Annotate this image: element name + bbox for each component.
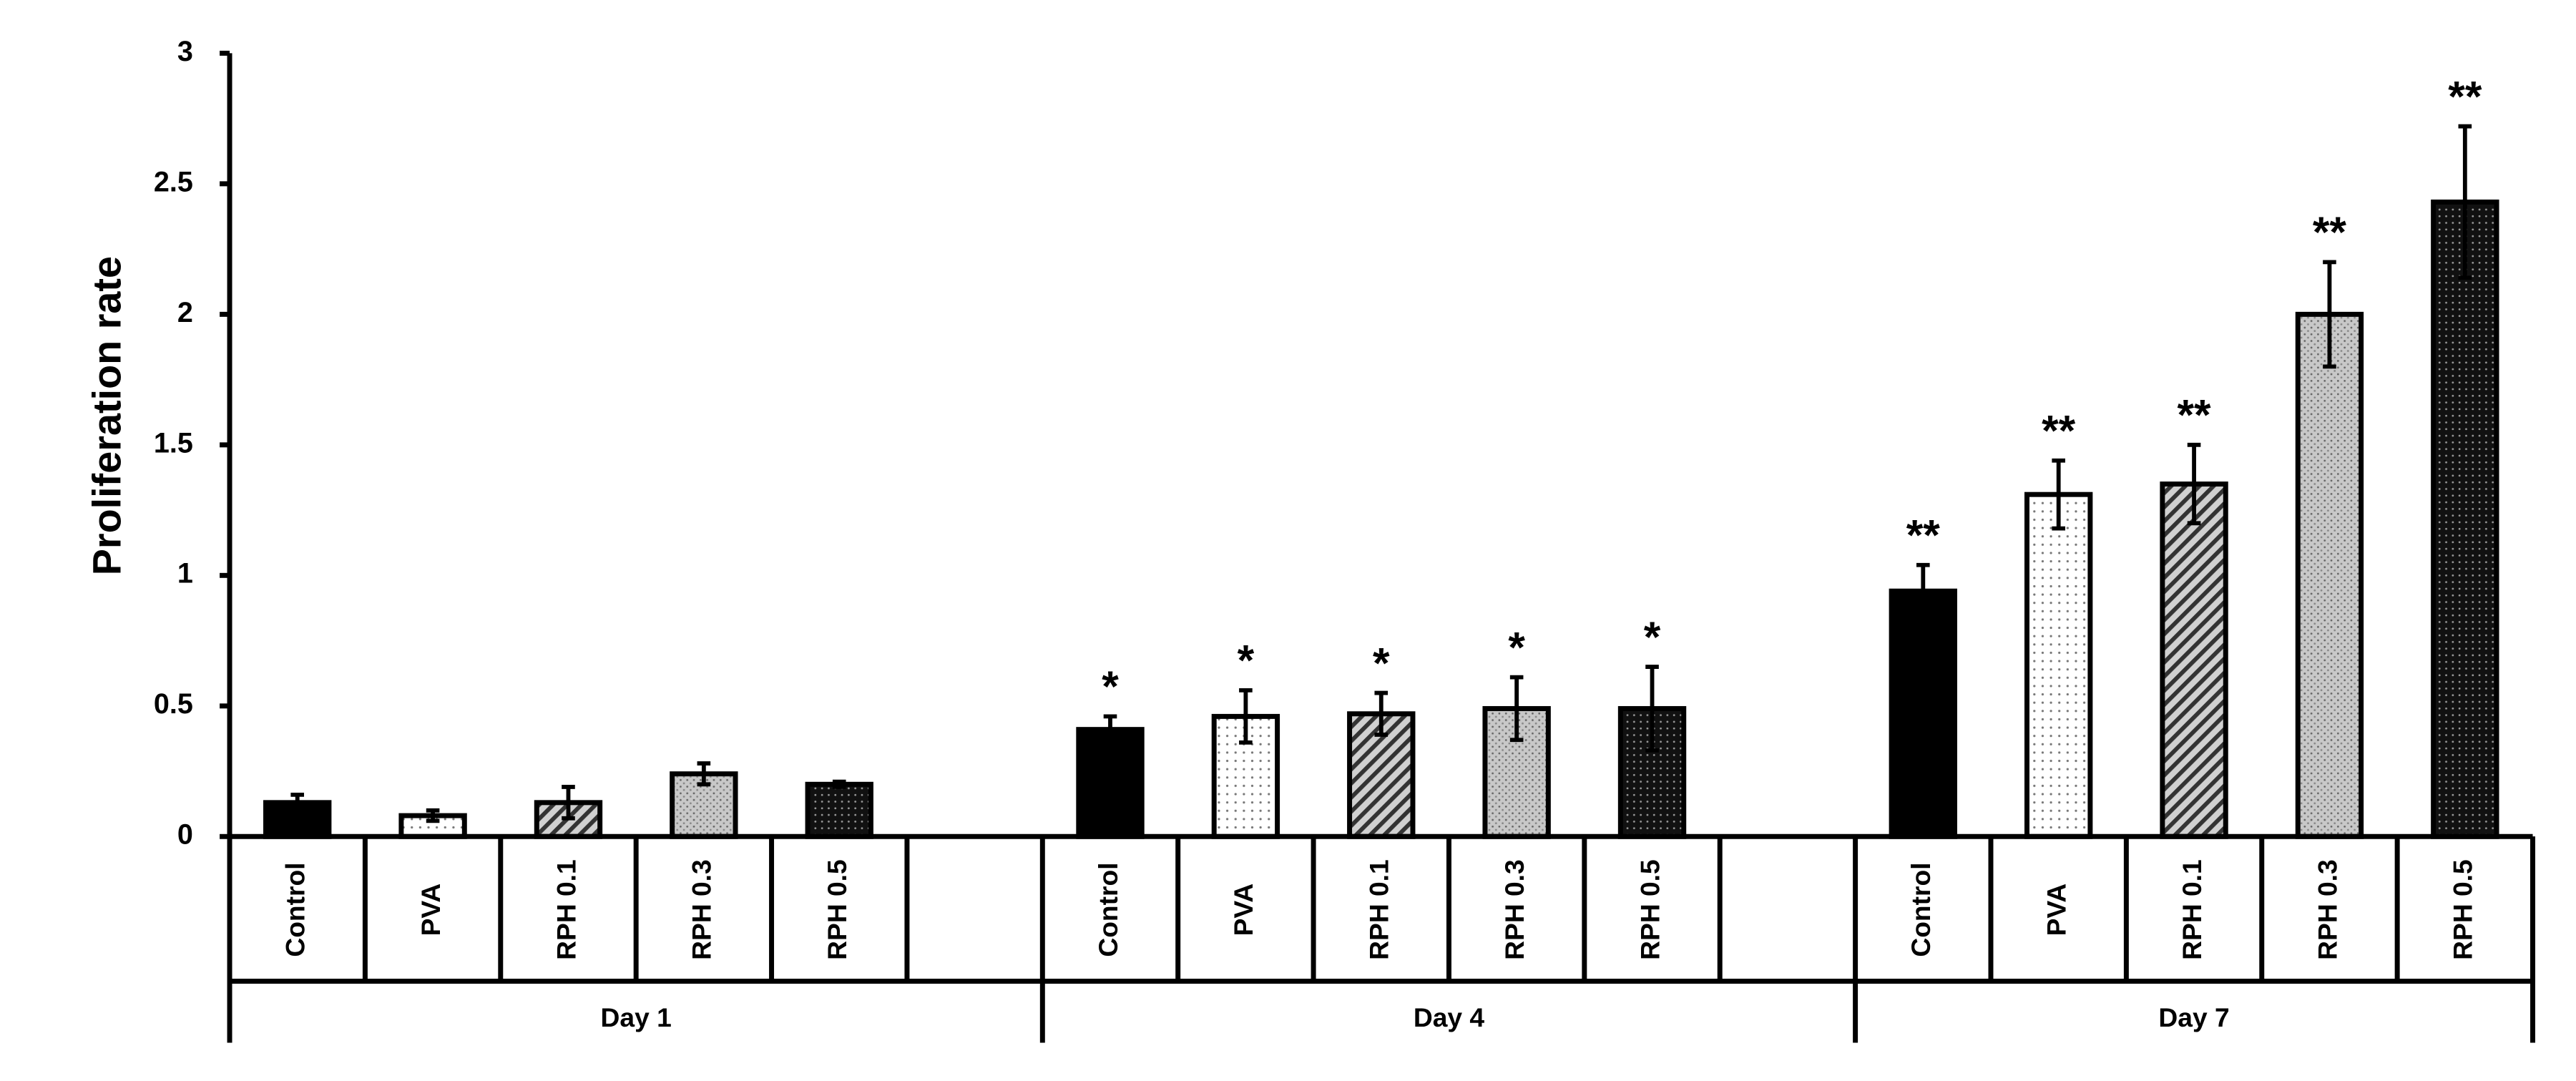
y-tick-label: 2 bbox=[177, 297, 193, 328]
y-tick-label: 2.5 bbox=[154, 166, 193, 197]
bar bbox=[2295, 311, 2364, 839]
error-bar bbox=[832, 779, 846, 789]
significance-label: * bbox=[1238, 636, 1255, 685]
x-tick-label: RPH 0.5 bbox=[2448, 859, 2478, 959]
significance-label: * bbox=[1508, 622, 1525, 671]
y-tick-label: 3 bbox=[177, 36, 193, 67]
significance-label: * bbox=[1373, 638, 1390, 687]
group-label: Day 4 bbox=[1414, 1002, 1485, 1032]
x-tick-label: RPH 0.5 bbox=[1635, 859, 1665, 959]
y-tick-label: 1 bbox=[177, 558, 193, 590]
x-tick-label: Control bbox=[1093, 862, 1123, 957]
error-bar bbox=[1239, 688, 1253, 745]
error-bar bbox=[1103, 714, 1117, 745]
significance-label: * bbox=[1644, 612, 1661, 661]
y-tick-label: 0 bbox=[177, 819, 193, 851]
x-tick-label: PVA bbox=[1228, 884, 1258, 936]
error-bar bbox=[1509, 675, 1524, 743]
bar bbox=[2024, 491, 2093, 839]
y-tick-label: 1.5 bbox=[154, 427, 193, 459]
group-label: Day 7 bbox=[2158, 1002, 2229, 1032]
x-tick-label: RPH 0.3 bbox=[687, 859, 717, 959]
x-tick-label: PVA bbox=[416, 884, 446, 936]
significance-label: ** bbox=[2178, 391, 2212, 439]
x-tick-label: RPH 0.3 bbox=[2312, 859, 2342, 959]
significance-label: * bbox=[1102, 662, 1119, 710]
y-tick-label: 0.5 bbox=[154, 688, 193, 720]
error-bar bbox=[1916, 562, 1930, 620]
error-bar bbox=[2052, 458, 2065, 531]
significance-label: ** bbox=[2448, 72, 2482, 120]
bar bbox=[1076, 727, 1145, 839]
significance-label: ** bbox=[1906, 511, 1941, 559]
error-bar bbox=[697, 761, 711, 787]
bar bbox=[1889, 588, 1957, 839]
x-tick-label: PVA bbox=[2041, 884, 2071, 936]
bar bbox=[2431, 199, 2499, 839]
error-bar bbox=[2458, 124, 2472, 280]
bar bbox=[805, 781, 873, 839]
x-tick-label: Control bbox=[280, 862, 310, 957]
error-bar bbox=[1374, 690, 1389, 737]
group-label: Day 1 bbox=[601, 1002, 672, 1032]
error-bar bbox=[2187, 442, 2201, 526]
error-bar bbox=[426, 808, 440, 823]
x-tick-label: RPH 0.3 bbox=[1499, 859, 1529, 959]
x-tick-label: RPH 0.1 bbox=[551, 859, 581, 959]
x-tick-label: RPH 0.1 bbox=[1364, 859, 1394, 959]
significance-label: ** bbox=[2313, 207, 2347, 256]
x-tick-label: RPH 0.5 bbox=[822, 859, 852, 959]
bar bbox=[2160, 481, 2228, 839]
error-bar bbox=[562, 785, 575, 821]
error-bar bbox=[2323, 260, 2336, 369]
x-tick-label: RPH 0.1 bbox=[2177, 859, 2207, 959]
y-axis-title: Proliferation rate bbox=[84, 256, 129, 575]
error-bar bbox=[290, 792, 305, 813]
x-tick-label: Control bbox=[1906, 862, 1936, 957]
significance-label: ** bbox=[2042, 406, 2076, 455]
error-bar bbox=[1645, 665, 1659, 753]
